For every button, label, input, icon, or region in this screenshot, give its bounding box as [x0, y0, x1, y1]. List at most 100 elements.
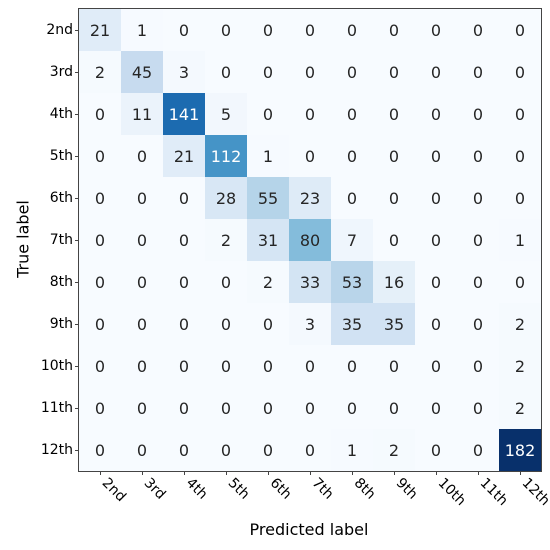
heatmap-cell: 0: [457, 345, 499, 387]
heatmap-cell: 0: [79, 135, 121, 177]
heatmap-cell: 0: [415, 9, 457, 51]
heatmap-cell: 33: [289, 261, 331, 303]
heatmap-cell: 0: [79, 387, 121, 429]
heatmap-cell: 0: [457, 429, 499, 471]
heatmap-cell: 0: [457, 219, 499, 261]
heatmap-cell: 1: [121, 9, 163, 51]
heatmap-cell: 0: [121, 177, 163, 219]
heatmap-cell: 0: [121, 387, 163, 429]
y-tick-mark: [75, 324, 79, 325]
heatmap-cell: 0: [331, 93, 373, 135]
heatmap-cell: 3: [289, 303, 331, 345]
heatmap-cell: 0: [289, 9, 331, 51]
heatmap-cell: 0: [331, 135, 373, 177]
x-tick-mark: [478, 471, 479, 475]
heatmap-cell: 7: [331, 219, 373, 261]
heatmap-cell: 0: [79, 261, 121, 303]
heatmap-cell: 0: [331, 345, 373, 387]
x-tick-mark: [226, 471, 227, 475]
x-tick-label: 4th: [183, 475, 211, 503]
heatmap-cell: 55: [247, 177, 289, 219]
x-tick-label: 11th: [477, 475, 511, 509]
x-tick-mark: [520, 471, 521, 475]
x-tick-mark: [100, 471, 101, 475]
heatmap-cell: 0: [163, 177, 205, 219]
heatmap-cell: 0: [457, 261, 499, 303]
heatmap-cell: 0: [415, 93, 457, 135]
x-tick-label: 12th: [519, 475, 550, 509]
heatmap-cell: 11: [121, 93, 163, 135]
x-tick-label: 5th: [225, 475, 253, 503]
heatmap-cell: 0: [289, 429, 331, 471]
heatmap-cell: 0: [331, 177, 373, 219]
x-tick-label: 6th: [267, 475, 295, 503]
heatmap-cell: 0: [163, 345, 205, 387]
heatmap-cell: 182: [499, 429, 541, 471]
heatmap-cell: 0: [331, 387, 373, 429]
heatmap-cell: 0: [247, 429, 289, 471]
heatmap-cell: 0: [373, 93, 415, 135]
x-tick-label: 3rd: [141, 475, 169, 503]
x-tick-label: 7th: [309, 475, 337, 503]
heatmap-cell: 0: [415, 219, 457, 261]
heatmap-cell: 0: [289, 51, 331, 93]
heatmap-cell: 3: [163, 51, 205, 93]
y-tick-mark: [75, 240, 79, 241]
heatmap-cell: 1: [331, 429, 373, 471]
x-tick-mark: [268, 471, 269, 475]
heatmap-cell: 0: [247, 51, 289, 93]
x-tick-label: 10th: [435, 475, 469, 509]
x-tick-mark: [352, 471, 353, 475]
y-tick-mark: [75, 30, 79, 31]
heatmap-cell: 141: [163, 93, 205, 135]
heatmap-cell: 0: [289, 135, 331, 177]
heatmap-cell: 0: [499, 177, 541, 219]
heatmap-cell: 0: [457, 93, 499, 135]
x-tick-label: 9th: [393, 475, 421, 503]
heatmap-cell: 45: [121, 51, 163, 93]
heatmap-cell: 1: [499, 219, 541, 261]
heatmap-cell: 2: [499, 303, 541, 345]
heatmap-cell: 0: [457, 135, 499, 177]
heatmap-cell: 28: [205, 177, 247, 219]
heatmap-cell: 0: [457, 387, 499, 429]
heatmap-cell: 0: [373, 345, 415, 387]
heatmap-cell: 0: [373, 219, 415, 261]
heatmap-cell: 0: [121, 429, 163, 471]
heatmap-cell: 0: [205, 345, 247, 387]
heatmap-cell: 0: [247, 303, 289, 345]
heatmap-cell: 2: [499, 345, 541, 387]
heatmap-cell: 0: [205, 51, 247, 93]
heatmap-cell: 0: [121, 261, 163, 303]
heatmap-cell: 0: [415, 177, 457, 219]
heatmap-cell: 0: [247, 345, 289, 387]
heatmap-cell: 2: [247, 261, 289, 303]
heatmap-cell: 0: [499, 135, 541, 177]
heatmap-cell: 5: [205, 93, 247, 135]
heatmap-cell: 2: [205, 219, 247, 261]
heatmap-cell: 1: [247, 135, 289, 177]
heatmap-cell: 0: [205, 429, 247, 471]
heatmap-cell: 31: [247, 219, 289, 261]
x-tick-mark: [394, 471, 395, 475]
x-tick-mark: [184, 471, 185, 475]
heatmap-cell: 0: [163, 429, 205, 471]
y-tick-mark: [75, 282, 79, 283]
heatmap-cell: 0: [373, 387, 415, 429]
heatmap-cell: 21: [163, 135, 205, 177]
heatmap-cell: 0: [163, 387, 205, 429]
heatmap-cell: 2: [499, 387, 541, 429]
heatmap-cell: 0: [247, 93, 289, 135]
heatmap-cell: 0: [289, 387, 331, 429]
y-tick-label: 11th: [41, 400, 79, 416]
heatmap-cell: 0: [415, 387, 457, 429]
heatmap-cell: 0: [331, 51, 373, 93]
y-tick-mark: [75, 114, 79, 115]
heatmap-cell: 0: [499, 9, 541, 51]
heatmap-cell: 35: [331, 303, 373, 345]
heatmap-cell: 0: [163, 303, 205, 345]
x-tick-mark: [310, 471, 311, 475]
heatmap-cell: 0: [415, 429, 457, 471]
heatmap-cell: 0: [247, 387, 289, 429]
heatmap-cell: 0: [415, 51, 457, 93]
